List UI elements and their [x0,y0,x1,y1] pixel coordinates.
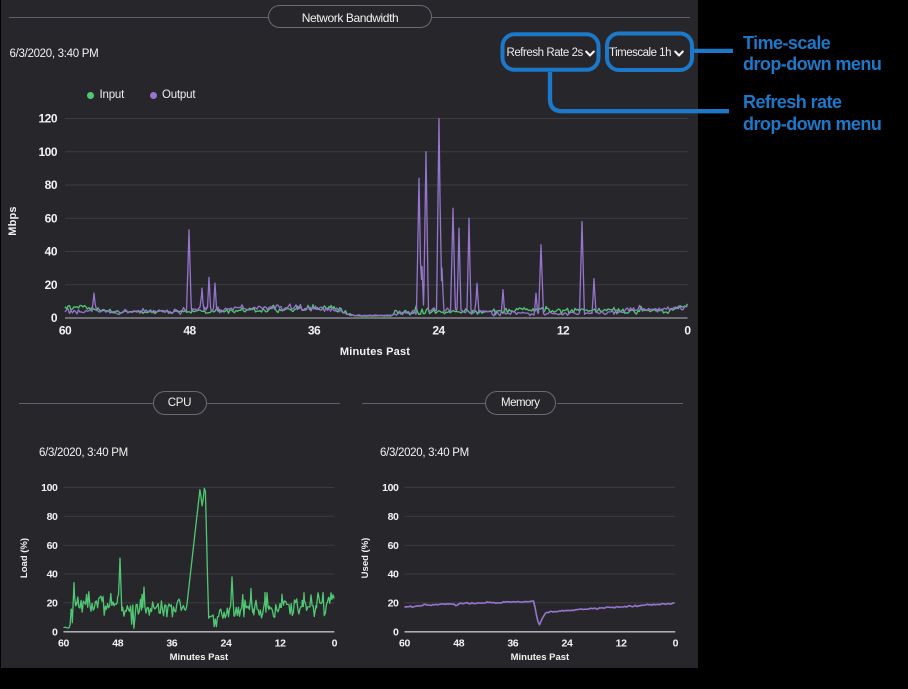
svg-text:48: 48 [183,324,196,338]
svg-text:0: 0 [684,324,691,338]
svg-text:40: 40 [388,569,399,581]
svg-text:48: 48 [453,638,464,650]
svg-text:20: 20 [47,598,58,610]
svg-text:12: 12 [557,324,570,338]
svg-text:Mbps: Mbps [7,206,19,236]
svg-text:100: 100 [38,145,57,159]
svg-text:60: 60 [59,324,72,338]
svg-text:80: 80 [47,511,58,523]
svg-text:0: 0 [673,638,679,650]
svg-text:Load (%): Load (%) [19,538,30,578]
svg-text:20: 20 [45,278,58,292]
svg-text:24: 24 [221,638,232,650]
svg-text:80: 80 [45,178,58,192]
svg-text:48: 48 [112,638,123,650]
svg-text:20: 20 [388,598,399,610]
svg-text:80: 80 [388,511,399,523]
svg-text:60: 60 [399,638,410,650]
svg-text:36: 36 [507,638,518,650]
svg-text:Minutes Past: Minutes Past [170,652,229,663]
svg-text:60: 60 [47,540,58,552]
svg-text:24: 24 [432,324,445,338]
svg-text:60: 60 [58,638,69,650]
svg-text:120: 120 [38,112,57,126]
svg-text:0: 0 [332,638,338,650]
svg-text:Used (%): Used (%) [360,538,371,579]
svg-text:Minutes Past: Minutes Past [511,652,570,663]
svg-text:36: 36 [308,324,321,338]
svg-text:60: 60 [45,211,58,225]
svg-text:12: 12 [616,638,627,650]
svg-text:100: 100 [41,482,58,494]
svg-text:24: 24 [562,638,573,650]
svg-text:40: 40 [45,245,58,259]
svg-text:Minutes Past: Minutes Past [340,346,410,358]
svg-text:40: 40 [47,569,58,581]
svg-text:36: 36 [166,638,177,650]
svg-text:100: 100 [382,482,399,494]
svg-text:0: 0 [51,311,58,325]
svg-text:60: 60 [388,540,399,552]
svg-text:12: 12 [275,638,286,650]
svg-text:0: 0 [393,626,399,638]
svg-text:0: 0 [52,626,58,638]
